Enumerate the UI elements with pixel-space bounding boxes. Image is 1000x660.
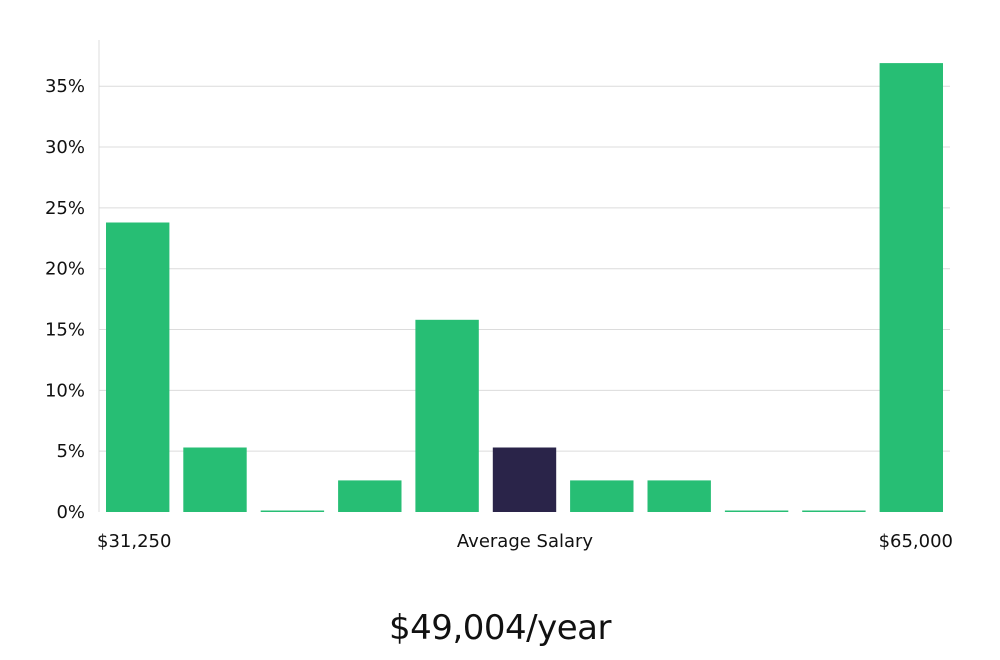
y-tick-label: 20% — [45, 259, 85, 280]
bar-highlighted — [492, 447, 557, 512]
y-tick-label: 25% — [45, 198, 85, 219]
bar — [183, 447, 247, 512]
y-tick-label: 35% — [45, 76, 85, 97]
x-max-label: $65,000 — [879, 531, 953, 552]
bars — [106, 63, 943, 512]
y-tick-label: 0% — [56, 502, 85, 523]
x-min-label: $31,250 — [97, 531, 171, 552]
y-tick-labels: 0% 5% 10% 15% 20% 25% 30% 35% — [45, 76, 85, 523]
y-tick-label: 15% — [45, 320, 85, 341]
y-tick-label: 30% — [45, 137, 85, 158]
average-salary-value: $49,004/year — [389, 608, 611, 648]
bar — [802, 510, 866, 512]
bar — [879, 63, 943, 512]
y-tick-label: 5% — [56, 441, 85, 462]
bar — [415, 319, 479, 512]
bar — [724, 510, 789, 512]
bar — [106, 222, 170, 512]
y-tick-label: 10% — [45, 380, 85, 401]
bar — [260, 510, 325, 512]
bar — [647, 480, 711, 512]
bar — [338, 480, 402, 512]
grid-lines — [99, 85, 950, 452]
x-axis-title: Average Salary — [457, 531, 594, 552]
bar — [570, 480, 634, 512]
salary-bar-chart: 0% 5% 10% 15% 20% 25% 30% 35% $31,250 Average S… — [45, 40, 953, 552]
